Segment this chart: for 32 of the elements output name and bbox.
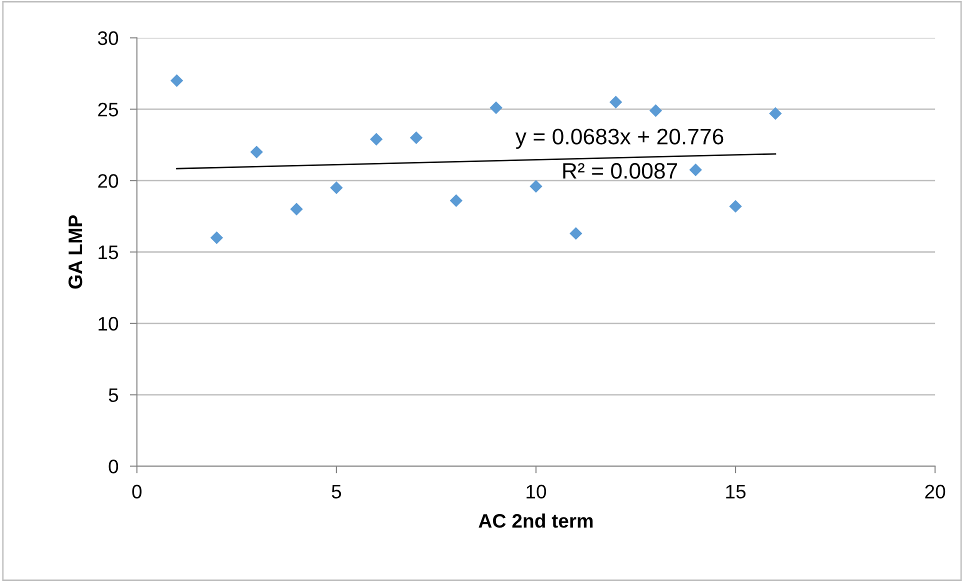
point [729,200,742,213]
point [290,202,303,216]
point [609,96,622,108]
y-tick-label: 30 [98,31,118,46]
point [769,107,782,120]
point [250,146,263,158]
y-tick-label: 25 [98,102,118,116]
y-tick-label: 15 [98,246,118,260]
point [330,181,343,194]
x-tick-label: 15 [726,484,746,499]
y-axis-title: GA LMP [68,215,82,289]
x-tick-label: 5 [332,484,342,499]
point [490,101,502,114]
y-tick-label: 20 [98,174,118,188]
point [689,164,702,176]
point [450,194,463,207]
point [370,132,383,146]
point [170,74,184,88]
y-tick-label: 5 [108,388,118,402]
point [530,180,542,193]
x-tick-label: 20 [925,484,946,499]
point [649,104,662,118]
x-tick-label: 10 [526,484,546,499]
annotation: y = 0.0683x + 20.776 [515,128,724,149]
point [210,231,224,244]
x-axis-title: AC 2nd term [478,513,593,528]
point [570,227,582,240]
y-tick-label: 0 [108,460,118,474]
annotation: R² = 0.0087 [563,162,678,179]
point [410,131,423,144]
x-tick-label: 0 [132,484,142,499]
y-tick-label: 10 [98,316,118,331]
